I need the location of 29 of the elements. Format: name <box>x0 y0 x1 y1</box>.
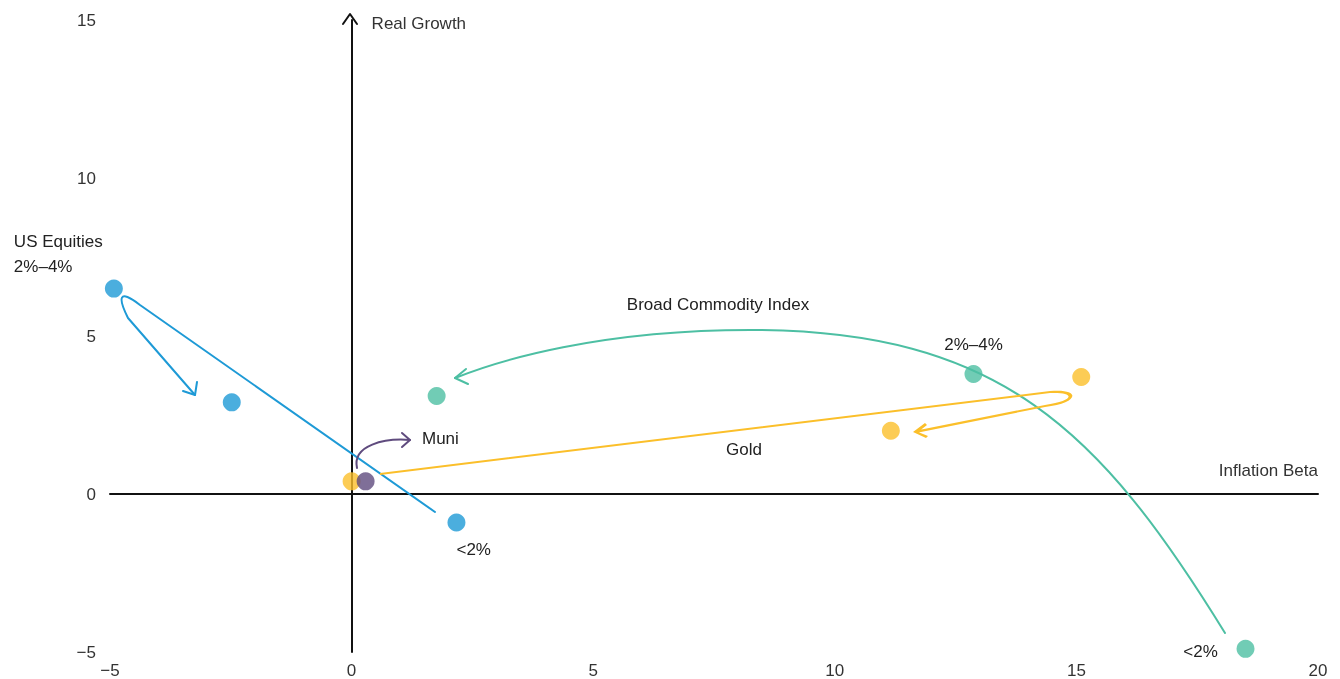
point <box>1072 368 1091 387</box>
point <box>881 421 900 440</box>
annotation: 2%–4% <box>13 257 73 277</box>
x-tick-label: 15 <box>1066 661 1086 679</box>
annotation: Gold <box>726 439 762 459</box>
y-tick-label: 15 <box>77 10 96 30</box>
x-tick-label: 20 <box>1308 661 1328 679</box>
y-tick-label: 0 <box>86 484 96 504</box>
point <box>356 472 375 491</box>
annotation: Muni <box>422 428 459 448</box>
point <box>447 513 466 532</box>
annotation: 2%–4% <box>944 335 1003 355</box>
x-tick-label: 10 <box>825 661 845 679</box>
x-tick-label: −5 <box>100 661 120 679</box>
annotation: Broad Commodity Index <box>626 294 810 314</box>
y-tick-label: 5 <box>86 326 96 346</box>
annotation: US Equities <box>13 232 103 252</box>
x-tick-label: 0 <box>346 661 357 679</box>
point <box>427 387 446 406</box>
y-axis-title: Real Growth <box>371 14 467 33</box>
point <box>104 279 123 298</box>
point <box>1236 639 1255 658</box>
annotation: <2% <box>1183 642 1218 662</box>
x-axis-title: Inflation Beta <box>1218 460 1319 480</box>
x-tick-label: 5 <box>588 661 598 679</box>
point <box>222 393 241 412</box>
y-tick-label: 10 <box>77 168 96 188</box>
annotation: <2% <box>456 539 491 559</box>
y-tick-label: −5 <box>76 642 96 662</box>
